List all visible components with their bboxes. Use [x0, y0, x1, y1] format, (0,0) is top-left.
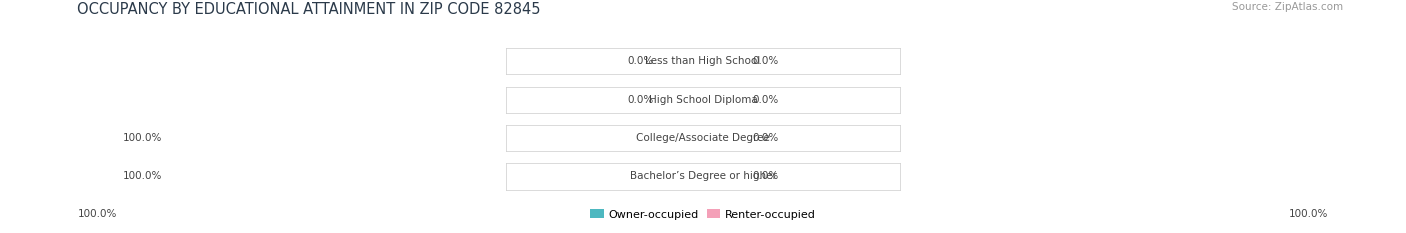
Text: 0.0%: 0.0%	[627, 95, 654, 105]
Text: 100.0%: 100.0%	[122, 171, 162, 182]
Text: Source: ZipAtlas.com: Source: ZipAtlas.com	[1232, 2, 1343, 12]
Text: 100.0%: 100.0%	[77, 209, 117, 219]
Text: 0.0%: 0.0%	[752, 171, 779, 182]
Text: 0.0%: 0.0%	[752, 56, 779, 66]
Text: High School Diploma: High School Diploma	[648, 95, 758, 105]
Text: 0.0%: 0.0%	[627, 56, 654, 66]
Text: College/Associate Degree: College/Associate Degree	[636, 133, 770, 143]
Text: 100.0%: 100.0%	[1289, 209, 1329, 219]
Text: Less than High School: Less than High School	[645, 56, 761, 66]
Text: 0.0%: 0.0%	[752, 133, 779, 143]
Text: 100.0%: 100.0%	[122, 133, 162, 143]
Legend: Owner-occupied, Renter-occupied: Owner-occupied, Renter-occupied	[591, 209, 815, 219]
Text: OCCUPANCY BY EDUCATIONAL ATTAINMENT IN ZIP CODE 82845: OCCUPANCY BY EDUCATIONAL ATTAINMENT IN Z…	[77, 2, 541, 17]
Text: 0.0%: 0.0%	[752, 95, 779, 105]
Text: Bachelor’s Degree or higher: Bachelor’s Degree or higher	[630, 171, 776, 182]
